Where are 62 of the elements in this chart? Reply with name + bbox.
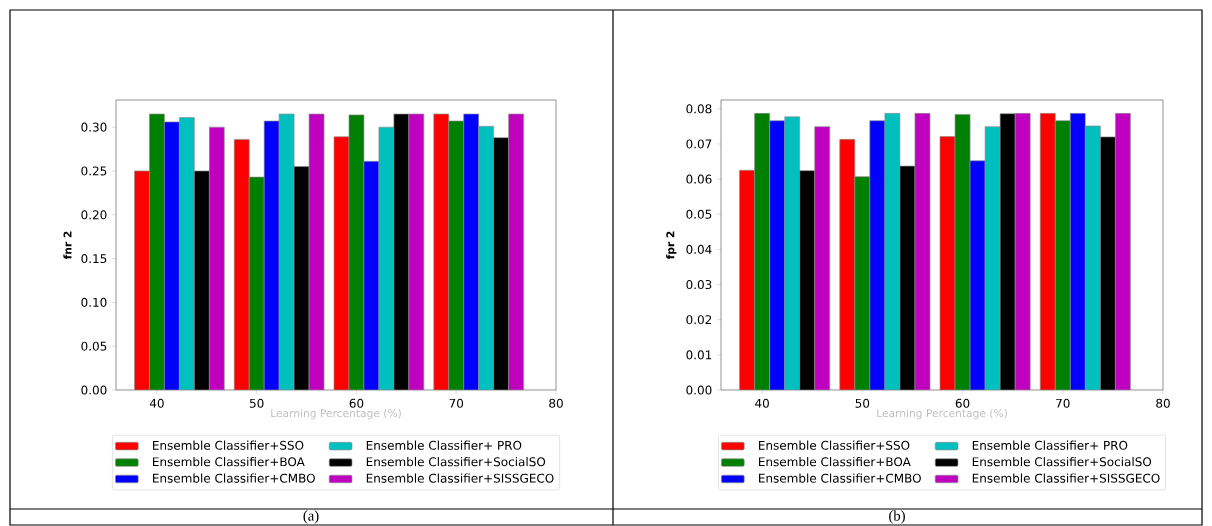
bar (478, 125, 494, 390)
bar (869, 120, 886, 390)
bar (164, 121, 180, 390)
y-tick-label: 0.30 (81, 122, 107, 132)
y-tick-label: 0.08 (686, 104, 712, 114)
legend-label: Ensemble Classifier+SocialSO (366, 457, 546, 467)
x-tick-label: 60 (955, 398, 970, 408)
text: (b) (889, 510, 905, 524)
bar (463, 113, 480, 390)
bar (493, 137, 509, 390)
x-tick-label: 50 (249, 398, 264, 408)
legend-label: Ensemble Classifier+CMBO (759, 473, 921, 483)
y-tick-label: 0.03 (686, 280, 712, 290)
bar (769, 120, 785, 390)
bar (193, 170, 210, 390)
x-axis-title: Learning Percentage (%) (271, 408, 401, 420)
legend-label: Ensemble Classifier+BOA (153, 457, 305, 467)
y-tick-label: 0.00 (81, 385, 107, 395)
bar (433, 113, 450, 390)
x-axis-title: Learning Percentage (%) (877, 408, 1007, 420)
legend-label: Ensemble Classifier+SocialSO (972, 457, 1152, 467)
bar (508, 113, 524, 390)
x-tick-label: 50 (855, 398, 870, 408)
bar (208, 126, 225, 390)
legend-label: Ensemble Classifier+SISSGECO (366, 473, 554, 483)
legend-label: Ensemble Classifier+SSO (759, 440, 910, 450)
legend-label: Ensemble Classifier+ PRO (366, 440, 522, 450)
y-tick-label: 0.05 (81, 341, 107, 351)
y-tick-label: 0.05 (686, 209, 712, 219)
y-tick-label: 0.04 (686, 244, 712, 254)
legend-label: Ensemble Classifier+SSO (153, 440, 304, 450)
legend-label: Ensemble Classifier+BOA (759, 457, 911, 467)
bar (179, 117, 195, 390)
y-tick-label: 0.25 (81, 166, 107, 176)
legend-label: Ensemble Classifier+SISSGECO (972, 473, 1160, 483)
y-tick-label: 0.01 (686, 350, 712, 360)
x-tick-label: 40 (755, 398, 769, 408)
y-tick-label: 0.07 (686, 139, 712, 149)
y-tick-label: 0.15 (81, 254, 107, 264)
y-tick-label: 0.10 (81, 297, 107, 307)
y-axis-title: fnr 2 (63, 231, 72, 260)
y-tick-label: 0.00 (686, 385, 712, 395)
bar (408, 114, 424, 390)
x-tick-label: 40 (149, 398, 164, 408)
bar (149, 113, 165, 390)
bar (1069, 113, 1086, 390)
x-tick-label: 70 (449, 398, 464, 408)
x-tick-label: 80 (549, 398, 563, 408)
y-tick-label: 0.20 (81, 210, 107, 220)
text: (a) (303, 510, 319, 524)
bar (248, 176, 265, 390)
legend-label: Ensemble Classifier+CMBO (153, 473, 315, 483)
x-tick-label: 70 (1056, 398, 1070, 408)
bar (134, 170, 150, 390)
x-tick-label: 60 (349, 398, 364, 408)
y-tick-label: 0.06 (686, 174, 712, 184)
bar (448, 120, 465, 390)
y-axis-title: fpr 2 (666, 231, 677, 260)
bar (233, 139, 250, 390)
y-tick-label: 0.02 (686, 315, 712, 325)
x-tick-label: 80 (1156, 398, 1170, 408)
legend-label: Ensemble Classifier+ PRO (972, 440, 1128, 450)
